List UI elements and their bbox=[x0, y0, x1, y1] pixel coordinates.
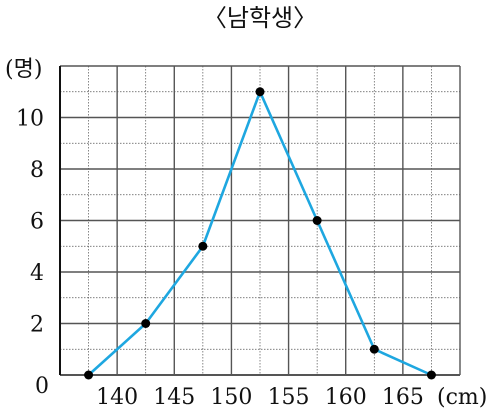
data-point bbox=[369, 344, 379, 354]
x-tick-label: 165 bbox=[382, 385, 424, 410]
grid bbox=[59, 65, 461, 376]
data-point bbox=[198, 241, 208, 251]
x-tick-label: 160 bbox=[325, 385, 367, 410]
data-point bbox=[141, 319, 151, 328]
x-axis-label: (cm) bbox=[437, 385, 487, 410]
y-tick-label: 2 bbox=[30, 313, 44, 338]
y-tick-label: 4 bbox=[30, 261, 44, 286]
y-tick-label: 10 bbox=[16, 107, 44, 132]
data-point bbox=[255, 87, 265, 97]
data-point bbox=[84, 370, 94, 380]
x-tick-label: 150 bbox=[210, 385, 252, 410]
x-tick-label: 145 bbox=[153, 385, 195, 410]
data-markers bbox=[84, 87, 436, 380]
y-axis-label: (명) bbox=[5, 57, 42, 82]
x-tick-label: 155 bbox=[268, 385, 310, 410]
y-tick-label: 8 bbox=[30, 158, 44, 183]
data-point bbox=[426, 370, 436, 380]
series-line bbox=[87, 90, 432, 377]
tick-labels: 140 145 150 155 160 165 2 4 6 8 10 bbox=[16, 107, 424, 411]
chart-title: 〈남학생〉 bbox=[203, 4, 317, 32]
data-point bbox=[312, 216, 322, 225]
y-tick-label: 6 bbox=[30, 210, 44, 235]
series-polyline bbox=[87, 90, 432, 377]
x-tick-label: 140 bbox=[96, 385, 138, 410]
origin-label: 0 bbox=[35, 374, 49, 399]
